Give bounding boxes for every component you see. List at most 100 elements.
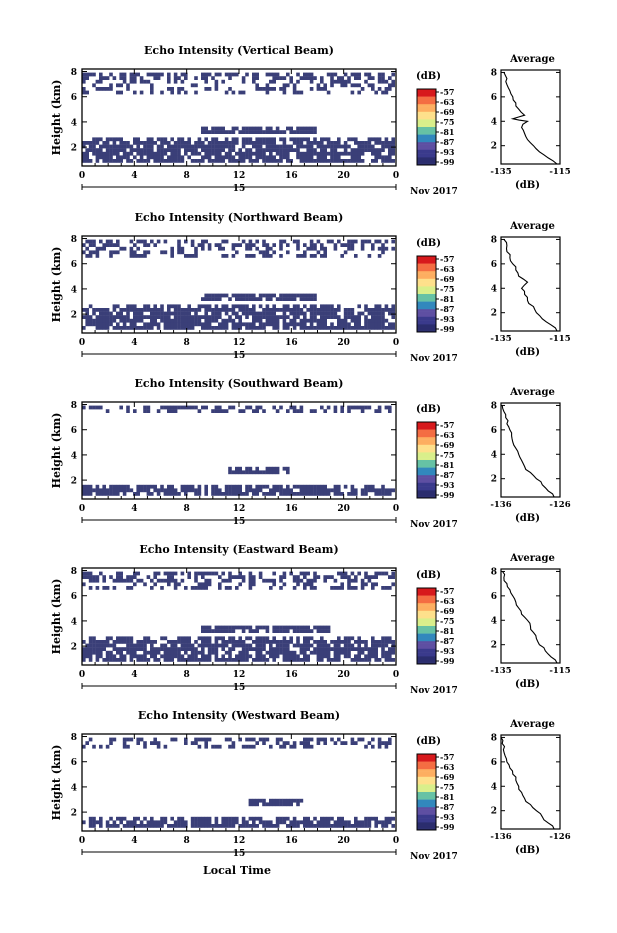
echo-cell [258,130,263,134]
echo-cell [139,76,144,80]
echo-cell [88,254,93,258]
echo-cell [197,304,202,309]
echo-cell [282,130,287,134]
echo-cell [347,315,351,319]
echo-cell [313,647,317,651]
x-tick-label: 4 [131,171,137,181]
echo-cell [286,658,290,662]
x-tick-label: 0 [393,670,399,680]
echo-cell [316,488,321,493]
echo-cell [333,484,338,489]
echo-cell [160,151,164,156]
echo-cell [309,311,314,316]
echo-cell [85,254,89,258]
colorbar-segment [417,624,436,627]
echo-cell [139,658,144,662]
echo-cell [262,578,266,583]
echo-cell [207,304,212,309]
echo-cell [228,308,232,312]
echo-cell [286,466,290,471]
echo-cell [228,315,232,319]
echo-cell [384,741,389,745]
echo-cell [241,304,246,309]
echo-cell [92,650,96,655]
echo-cell [238,737,242,742]
echo-cell [292,87,297,91]
echo-cell [82,647,86,651]
echo-cell [255,151,259,156]
echo-cell [364,405,368,410]
echo-cell [139,254,144,258]
echo-cell [309,297,314,301]
date-day-label: 15 [233,351,246,361]
echo-cell [105,243,110,247]
echo-cell [360,159,365,163]
echo-cell [286,151,290,156]
echo-cell [357,155,361,160]
x-tick-label: 8 [184,670,190,680]
echo-cell [95,246,100,251]
echo-cell [231,575,236,579]
average-x-axis-label: (dB) [515,513,540,524]
echo-cell [88,304,93,309]
echo-cell [323,575,327,579]
echo-cell [272,311,276,316]
echo-cell [303,243,307,247]
echo-cell [299,820,304,825]
echo-cell [388,636,392,641]
echo-cell [360,488,365,493]
echo-cell [272,658,276,662]
echo-cell [245,824,249,828]
echo-cell [279,647,283,651]
echo-cell [279,293,283,298]
echo-cell [296,311,300,316]
echo-cell [177,640,181,644]
echo-cell [377,304,382,309]
echo-cell [221,643,225,648]
echo-cell [194,737,198,742]
echo-cell [282,318,287,323]
echo-cell [194,650,198,655]
echo-cell [292,318,297,323]
colorbar-segment [417,780,436,783]
colorbar-segment [417,446,436,449]
echo-cell [286,625,290,630]
echo-cell [88,492,93,496]
echo-cell [139,737,144,742]
echo-cell [333,144,338,149]
echo-cell [231,72,236,77]
echo-cell [235,640,239,644]
echo-cell [333,159,338,163]
echo-cell [122,658,127,662]
echo-cell [112,658,117,662]
echo-cell [306,643,310,648]
echo-cell [190,484,195,489]
echo-cell [269,79,273,84]
echo-cell [262,254,266,258]
echo-cell [150,820,154,825]
echo-cell [207,243,212,247]
colorbar-segment [417,652,436,655]
echo-cell [139,90,144,95]
echo-cell [231,311,236,316]
echo-cell [248,654,253,659]
echo-cell [204,820,208,825]
echo-cell [299,571,304,576]
echo-cell [245,658,249,662]
echo-cell [160,159,164,163]
echo-cell [129,159,134,163]
colorbar-segment [417,448,436,451]
echo-cell [269,308,273,312]
echo-cell [279,239,283,244]
echo-cell [207,578,212,583]
echo-cell [258,816,263,821]
echo-cell [207,322,212,327]
echo-cell [241,820,246,825]
echo-cell [309,130,314,134]
echo-cell [177,318,181,323]
echo-cell [190,658,195,662]
echo-cell [133,137,137,142]
echo-cell [309,586,314,590]
echo-cell [241,647,246,651]
